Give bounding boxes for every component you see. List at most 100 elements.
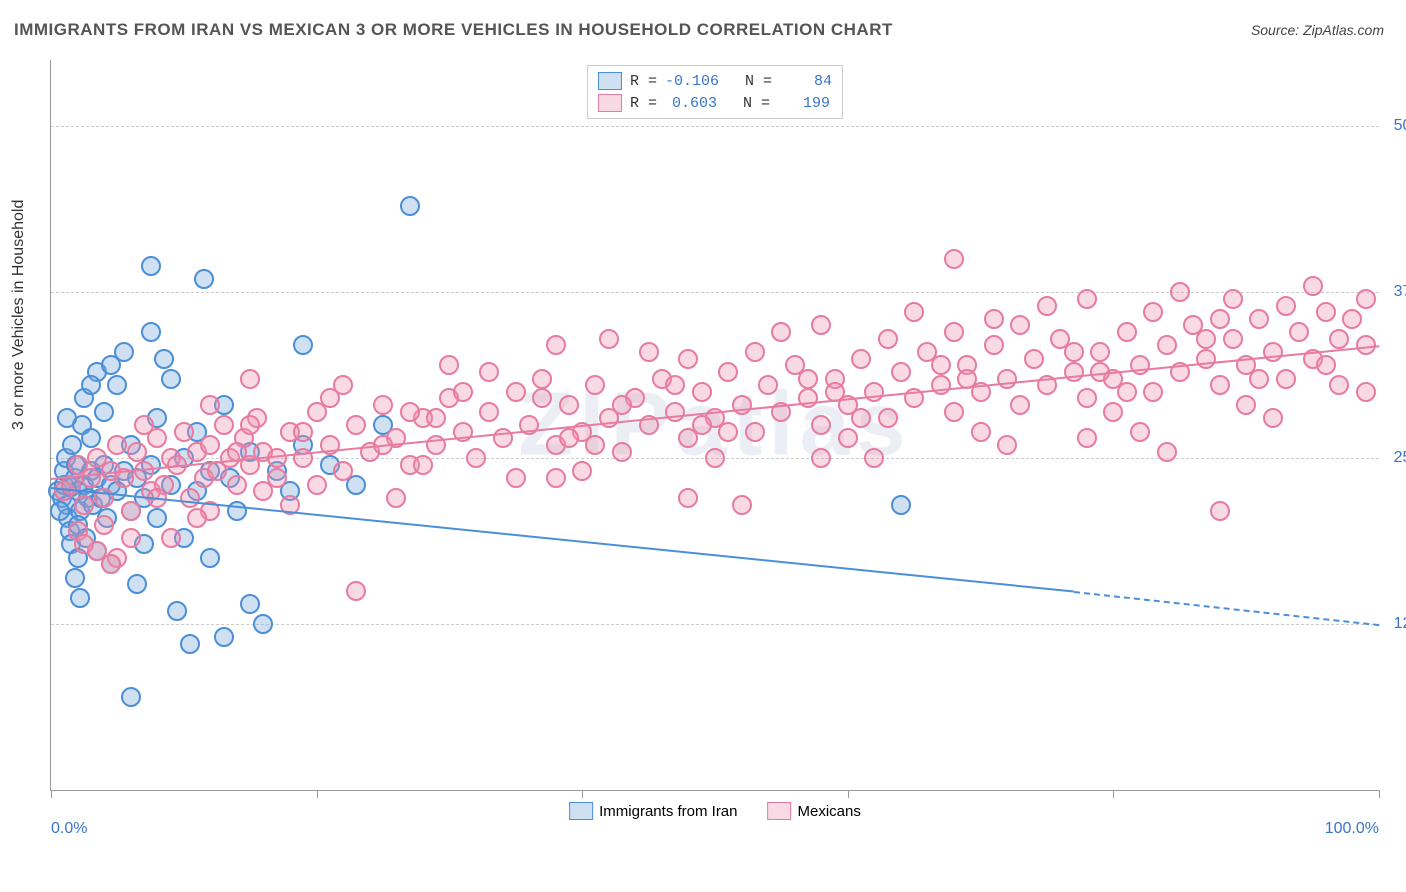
data-point-mexicans: [373, 395, 393, 415]
data-point-mexicans: [134, 415, 154, 435]
y-axis-label: 3 or more Vehicles in Household: [10, 200, 28, 430]
xtick-label: 100.0%: [1325, 820, 1379, 838]
data-point-mexicans: [532, 369, 552, 389]
data-point-iran: [240, 594, 260, 614]
data-point-iran: [81, 375, 101, 395]
data-point-mexicans: [1090, 342, 1110, 362]
data-point-mexicans: [174, 422, 194, 442]
data-point-mexicans: [878, 329, 898, 349]
legend-label-iran: Immigrants from Iran: [599, 803, 737, 820]
gridline: [51, 624, 1379, 625]
xtick: [848, 790, 849, 798]
data-point-mexicans: [1130, 355, 1150, 375]
data-point-mexicans: [227, 475, 247, 495]
data-point-mexicans: [997, 435, 1017, 455]
r-label: R =: [630, 95, 657, 112]
data-point-iran: [127, 574, 147, 594]
data-point-mexicans: [253, 481, 273, 501]
data-point-mexicans: [1037, 296, 1057, 316]
data-point-mexicans: [997, 369, 1017, 389]
data-point-mexicans: [1077, 428, 1097, 448]
n-label: N =: [745, 73, 772, 90]
data-point-mexicans: [984, 335, 1004, 355]
data-point-mexicans: [1130, 422, 1150, 442]
data-point-mexicans: [811, 415, 831, 435]
data-point-mexicans: [1249, 309, 1269, 329]
data-point-mexicans: [1303, 276, 1323, 296]
data-point-mexicans: [732, 495, 752, 515]
data-point-iran: [253, 614, 273, 634]
data-point-iran: [161, 369, 181, 389]
data-point-mexicans: [1223, 329, 1243, 349]
data-point-mexicans: [200, 395, 220, 415]
data-point-iran: [194, 269, 214, 289]
xtick: [1113, 790, 1114, 798]
data-point-mexicans: [811, 448, 831, 468]
data-point-mexicans: [1236, 395, 1256, 415]
data-point-mexicans: [718, 422, 738, 442]
trendline: [51, 487, 1074, 593]
data-point-mexicans: [94, 515, 114, 535]
n-value-iran: 84: [780, 73, 832, 90]
data-point-mexicans: [971, 422, 991, 442]
xtick: [317, 790, 318, 798]
data-point-mexicans: [293, 422, 313, 442]
data-point-mexicans: [121, 501, 141, 521]
data-point-iran: [57, 408, 77, 428]
data-point-mexicans: [811, 315, 831, 335]
data-point-mexicans: [758, 375, 778, 395]
swatch-mexicans: [768, 802, 792, 820]
data-point-iran: [81, 428, 101, 448]
data-point-iran: [214, 627, 234, 647]
data-point-mexicans: [798, 369, 818, 389]
data-point-mexicans: [665, 375, 685, 395]
data-point-mexicans: [121, 528, 141, 548]
data-point-mexicans: [585, 375, 605, 395]
data-point-mexicans: [1170, 282, 1190, 302]
data-point-mexicans: [320, 388, 340, 408]
data-point-mexicans: [944, 322, 964, 342]
data-point-mexicans: [851, 349, 871, 369]
data-point-mexicans: [931, 375, 951, 395]
data-point-mexicans: [864, 382, 884, 402]
data-point-mexicans: [851, 408, 871, 428]
swatch-iran: [598, 72, 622, 90]
plot-area: ZIPatlas R = -0.106 N = 84 R = 0.603 N =…: [50, 60, 1379, 791]
data-point-mexicans: [101, 554, 121, 574]
data-point-mexicans: [692, 415, 712, 435]
data-point-mexicans: [1064, 362, 1084, 382]
data-point-mexicans: [127, 442, 147, 462]
data-point-mexicans: [678, 349, 698, 369]
data-point-iran: [891, 495, 911, 515]
data-point-iran: [200, 548, 220, 568]
n-value-mexicans: 199: [778, 95, 830, 112]
data-point-iran: [154, 349, 174, 369]
stats-row-mexicans: R = 0.603 N = 199: [598, 92, 832, 114]
data-point-iran: [293, 335, 313, 355]
data-point-mexicans: [612, 442, 632, 462]
data-point-iran: [400, 196, 420, 216]
data-point-mexicans: [453, 382, 473, 402]
swatch-iran: [569, 802, 593, 820]
r-value-mexicans: 0.603: [665, 95, 717, 112]
ytick-label: 50.0%: [1384, 117, 1406, 135]
data-point-mexicans: [771, 322, 791, 342]
data-point-mexicans: [346, 581, 366, 601]
data-point-mexicans: [931, 355, 951, 375]
data-point-mexicans: [1289, 322, 1309, 342]
data-point-iran: [62, 435, 82, 455]
data-point-mexicans: [1223, 289, 1243, 309]
data-point-mexicans: [1210, 309, 1230, 329]
r-label: R =: [630, 73, 657, 90]
legend-item-iran: Immigrants from Iran: [569, 802, 737, 820]
ytick-label: 25.0%: [1384, 449, 1406, 467]
data-point-mexicans: [944, 402, 964, 422]
data-point-mexicans: [1196, 329, 1216, 349]
r-value-iran: -0.106: [665, 73, 719, 90]
data-point-mexicans: [479, 402, 499, 422]
data-point-iran: [147, 508, 167, 528]
data-point-mexicans: [1342, 309, 1362, 329]
data-point-iran: [121, 687, 141, 707]
data-point-mexicans: [585, 435, 605, 455]
data-point-mexicans: [1356, 382, 1376, 402]
